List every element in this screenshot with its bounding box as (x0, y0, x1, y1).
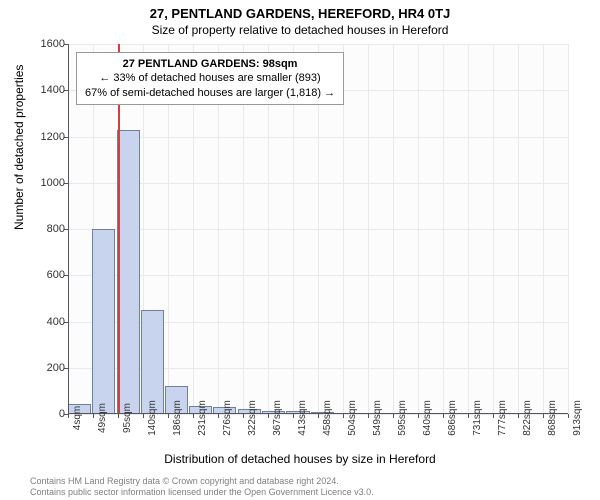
x-tick-mark (193, 414, 194, 418)
x-tick-label: 276sqm (222, 400, 233, 436)
histogram-bar (141, 310, 164, 414)
x-tick-mark (268, 414, 269, 418)
x-tick-mark (343, 414, 344, 418)
x-tick-label: 777sqm (497, 400, 508, 436)
x-tick-label: 49sqm (97, 403, 108, 433)
x-tick-mark (218, 414, 219, 418)
footer-line-2: Contains public sector information licen… (30, 487, 374, 498)
x-tick-mark (543, 414, 544, 418)
x-tick-label: 640sqm (422, 400, 433, 436)
x-tick-mark (318, 414, 319, 418)
y-tick-label: 1000 (25, 177, 65, 189)
y-tick-label: 600 (25, 269, 65, 281)
y-tick-label: 800 (25, 223, 65, 235)
grid-line (418, 44, 419, 414)
footer-line-1: Contains HM Land Registry data © Crown c… (30, 476, 374, 487)
x-tick-mark (243, 414, 244, 418)
page-subtitle: Size of property relative to detached ho… (0, 23, 600, 37)
info-box: 27 PENTLAND GARDENS: 98sqm ← 33% of deta… (76, 52, 344, 105)
x-tick-mark (368, 414, 369, 418)
histogram-bar (92, 229, 115, 414)
y-tick-label: 200 (25, 362, 65, 374)
x-tick-mark (293, 414, 294, 418)
info-box-larger: 67% of semi-detached houses are larger (… (85, 86, 335, 100)
x-tick-label: 913sqm (572, 400, 583, 436)
x-tick-label: 731sqm (472, 400, 483, 436)
x-tick-label: 186sqm (172, 400, 183, 436)
y-tick-label: 400 (25, 316, 65, 328)
x-tick-mark (68, 414, 69, 418)
grid-line (468, 44, 469, 414)
x-tick-label: 686sqm (447, 400, 458, 436)
info-box-smaller: ← 33% of detached houses are smaller (89… (85, 71, 335, 85)
x-tick-label: 549sqm (372, 400, 383, 436)
grid-line (368, 44, 369, 414)
grid-line (393, 44, 394, 414)
y-tick-label: 0 (25, 408, 65, 420)
grid-line (543, 44, 544, 414)
grid-line (443, 44, 444, 414)
x-tick-label: 322sqm (247, 400, 258, 436)
y-tick-label: 1400 (25, 84, 65, 96)
info-box-title: 27 PENTLAND GARDENS: 98sqm (85, 57, 335, 71)
grid-line (568, 44, 569, 414)
x-tick-label: 595sqm (397, 400, 408, 436)
x-tick-label: 231sqm (197, 400, 208, 436)
x-axis-line (68, 413, 568, 414)
y-tick-label: 1600 (25, 38, 65, 50)
x-tick-label: 4sqm (72, 406, 83, 430)
footer-attribution: Contains HM Land Registry data © Crown c… (30, 476, 374, 498)
x-tick-mark (93, 414, 94, 418)
y-axis-line (68, 44, 69, 414)
x-tick-mark (418, 414, 419, 418)
x-tick-mark (168, 414, 169, 418)
x-tick-label: 413sqm (297, 400, 308, 436)
x-tick-mark (393, 414, 394, 418)
x-tick-label: 504sqm (347, 400, 358, 436)
grid-line (518, 44, 519, 414)
x-tick-label: 140sqm (147, 400, 158, 436)
x-tick-mark (518, 414, 519, 418)
page-title: 27, PENTLAND GARDENS, HEREFORD, HR4 0TJ (0, 0, 600, 21)
x-tick-mark (493, 414, 494, 418)
y-axis-label: Number of detached properties (12, 65, 26, 230)
x-tick-mark (143, 414, 144, 418)
x-tick-mark (443, 414, 444, 418)
y-tick-label: 1200 (25, 131, 65, 143)
x-axis-label: Distribution of detached houses by size … (0, 452, 600, 466)
x-tick-mark (118, 414, 119, 418)
x-tick-mark (468, 414, 469, 418)
x-tick-label: 367sqm (272, 400, 283, 436)
grid-line (493, 44, 494, 414)
x-tick-label: 822sqm (522, 400, 533, 436)
x-tick-label: 458sqm (322, 400, 333, 436)
x-tick-label: 868sqm (547, 400, 558, 436)
x-tick-mark (568, 414, 569, 418)
x-tick-label: 95sqm (122, 403, 133, 433)
